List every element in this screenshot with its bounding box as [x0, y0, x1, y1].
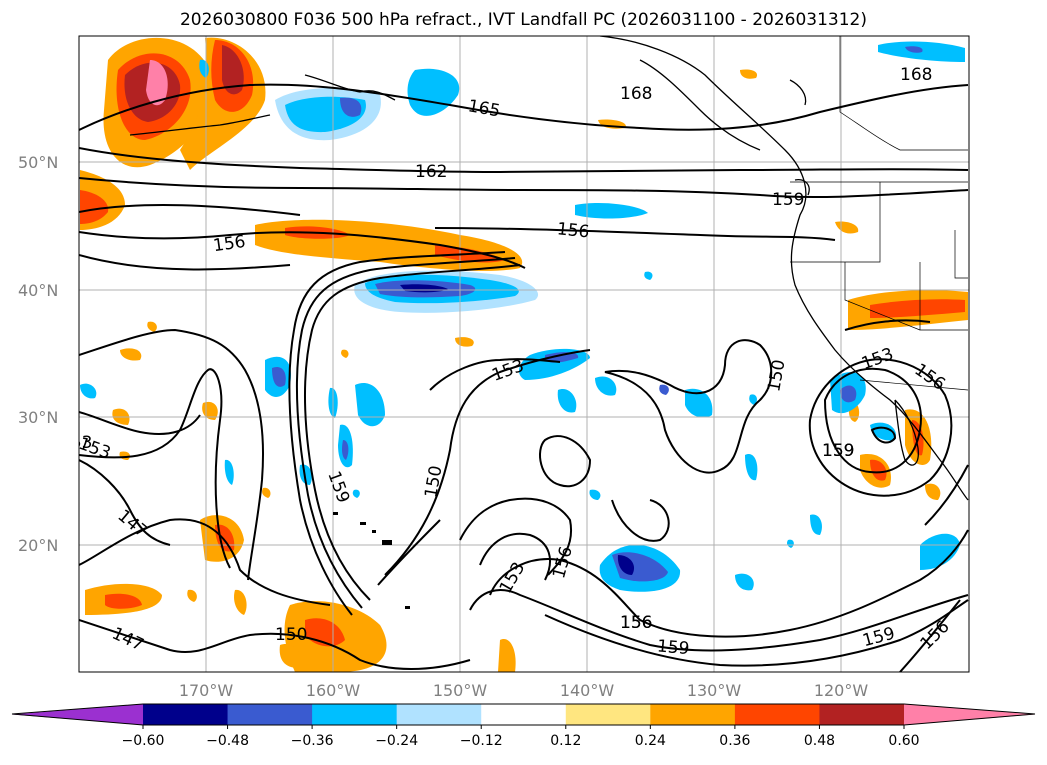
- colorbar-tick-label: −0.36: [291, 733, 334, 749]
- colorbar-segment: [734, 704, 820, 725]
- contour-label: 156: [212, 232, 247, 256]
- lon-label: 150°W: [433, 681, 488, 700]
- colorbar-tick-label: −0.48: [206, 733, 249, 749]
- colorbar-segment: [565, 704, 651, 725]
- hawaii-islands: [333, 512, 410, 609]
- negative-anomaly-shading: [80, 41, 965, 592]
- lat-label: 20°N: [18, 536, 58, 555]
- colorbar-tick-label: 0.60: [888, 733, 919, 749]
- contour-label: 150: [275, 625, 307, 645]
- colorbar-segment: [227, 704, 313, 725]
- lon-label: 160°W: [306, 681, 361, 700]
- map-title: 2026030800 F036 500 hPa refract., IVT La…: [179, 10, 867, 30]
- colorbar-segment: [396, 704, 482, 725]
- colorbar-extend-max: [904, 704, 1035, 725]
- colorbar-tick-label: 0.36: [719, 733, 750, 749]
- longitude-labels: 170°W 160°W 150°W 140°W 130°W 120°W: [179, 681, 869, 700]
- lon-label: 130°W: [687, 681, 742, 700]
- contour-label: 168: [900, 65, 932, 85]
- colorbar-tick-label: 0.12: [550, 733, 581, 749]
- latitude-labels: 50°N 40°N 30°N 20°N: [18, 153, 58, 555]
- colorbar-ticks: −0.60 −0.48 −0.36 −0.24 −0.12 0.12 0.24 0.36 0.4…: [122, 725, 920, 749]
- colorbar-segment: [143, 704, 229, 725]
- state-borders: [790, 36, 969, 391]
- refractivity-contours: [79, 83, 969, 672]
- contour-labels: 165 168 168 162 159 156 156 153 153 150 …: [60, 65, 954, 659]
- lon-label: 170°W: [179, 681, 234, 700]
- colorbar: −0.60 −0.48 −0.36 −0.24 −0.12 0.12 0.24 0.36 0.4…: [11, 703, 1036, 749]
- lat-label: 50°N: [18, 153, 58, 172]
- contour-label: 159: [772, 190, 804, 210]
- contour-label: 156: [620, 613, 652, 633]
- colorbar-tick-label: −0.12: [460, 733, 503, 749]
- contour-label: 159: [656, 636, 690, 659]
- contour-label: 159: [822, 441, 854, 461]
- contour-label: 156: [556, 219, 590, 242]
- colorbar-fills: [12, 704, 1035, 725]
- lon-label: 120°W: [814, 681, 869, 700]
- colorbar-segment: [481, 704, 567, 725]
- lat-label: 40°N: [18, 281, 58, 300]
- colorbar-segment: [819, 704, 905, 725]
- colorbar-tick-label: 0.24: [635, 733, 666, 749]
- lat-label: 30°N: [18, 408, 58, 427]
- colorbar-tick-label: −0.60: [122, 733, 165, 749]
- contour-label: 168: [620, 84, 652, 104]
- colorbar-segment: [312, 704, 398, 725]
- contour-label: 159: [822, 441, 854, 461]
- lon-label: 140°W: [560, 681, 615, 700]
- colorbar-tick-label: −0.24: [375, 733, 418, 749]
- colorbar-tick-label: 0.48: [804, 733, 835, 749]
- colorbar-extend-min: [12, 704, 143, 725]
- contour-label: 162: [415, 162, 447, 182]
- contour-label: 153: [60, 433, 92, 453]
- contour-label: 156: [620, 613, 652, 633]
- colorbar-segment: [650, 704, 736, 725]
- map-frame: [78, 35, 970, 673]
